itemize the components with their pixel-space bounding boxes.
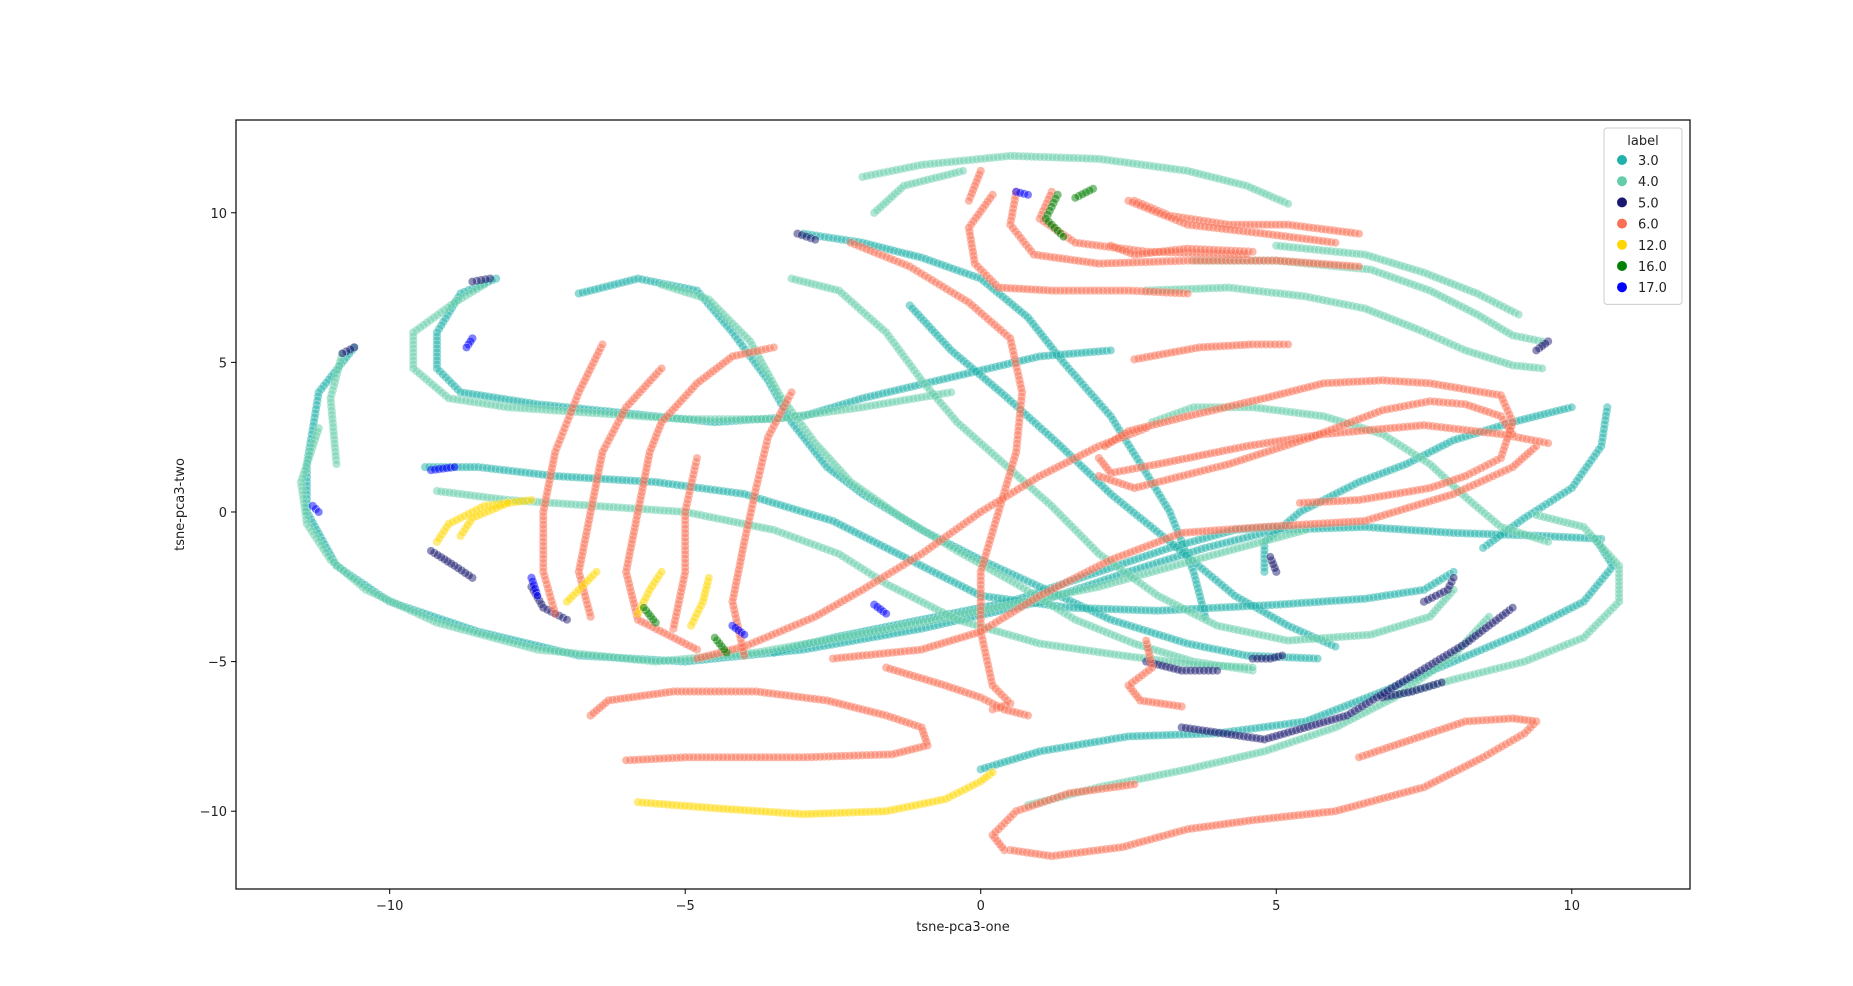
data-point: [1141, 636, 1151, 645]
data-point: [1283, 199, 1293, 209]
data-point: [1354, 262, 1364, 271]
data-point: [1537, 363, 1547, 373]
data-point: [810, 235, 820, 245]
data-point: [1567, 402, 1577, 412]
data-point: [1248, 663, 1258, 672]
data-point: [337, 348, 347, 358]
data-point: [332, 459, 341, 469]
data-point: [1508, 603, 1518, 613]
data-point: [562, 615, 572, 625]
data-point: [1183, 289, 1193, 298]
data-point: [1437, 678, 1447, 687]
data-point: [964, 196, 974, 206]
data-point: [621, 755, 631, 765]
data-point: [467, 277, 477, 286]
data-point: [1354, 752, 1364, 762]
data-point: [958, 166, 968, 176]
data-point: [1212, 666, 1222, 675]
data-point: [1531, 510, 1541, 520]
data-point: [1449, 573, 1459, 583]
data-point: [946, 387, 956, 397]
data-point: [1478, 543, 1488, 553]
data-point: [426, 546, 436, 556]
data-point: [1023, 711, 1033, 720]
data-point: [1130, 779, 1139, 789]
data-point: [1331, 642, 1340, 651]
data-point: [1277, 651, 1287, 660]
points-layer: [296, 151, 1624, 861]
series-4.0: [296, 151, 1624, 810]
data-point: [1265, 552, 1275, 562]
data-point: [1514, 310, 1524, 319]
data-point: [1543, 438, 1553, 448]
data-point: [1106, 345, 1116, 355]
data-point: [1354, 229, 1364, 239]
data-point: [1531, 345, 1541, 355]
data-point: [1313, 654, 1323, 663]
data-point: [1543, 537, 1553, 547]
